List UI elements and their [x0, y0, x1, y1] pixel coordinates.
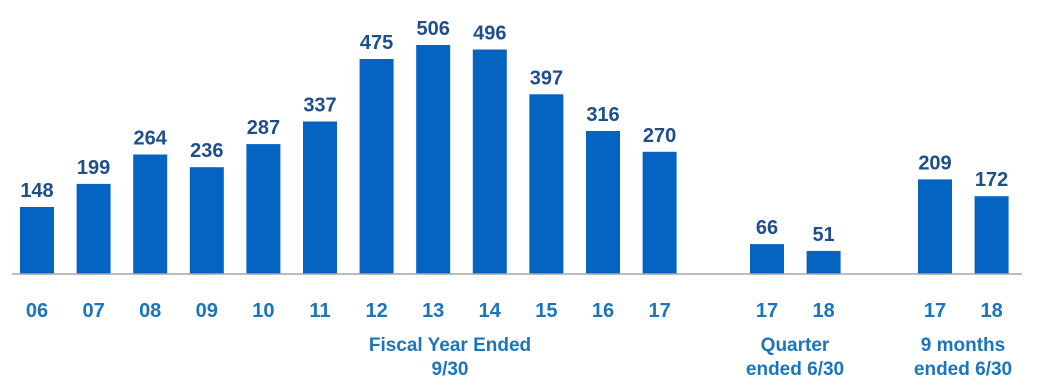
x-tick-label: 15 [535, 300, 557, 322]
bar [806, 250, 841, 274]
x-tick-label: 08 [139, 300, 161, 322]
x-tick-label: 11 [309, 300, 330, 322]
bar [918, 179, 952, 274]
x-tick-label: 17 [924, 300, 946, 322]
bar [472, 49, 507, 274]
group-label-line: 9/30 [431, 359, 469, 380]
bar [303, 121, 337, 274]
tick-labels-layer: 06 07 08 09 10 11 12 13 14 15 16 17 17 18 17 18 [26, 300, 1003, 322]
data-label: 51 [812, 224, 834, 246]
x-tick-label: 16 [592, 300, 614, 322]
x-tick-label: 12 [365, 300, 387, 322]
value-labels-layer: 148 199 264 236 287 337 475 506 496 397 316 270 66 51… [20, 18, 1008, 246]
data-label: 199 [77, 157, 110, 179]
bar [974, 196, 1009, 274]
x-tick-label: 18 [980, 300, 1002, 322]
bar [642, 151, 677, 274]
x-tick-label: 17 [756, 300, 778, 322]
bar [246, 144, 281, 274]
group-label-line: ended 6/30 [913, 359, 1013, 380]
data-label: 264 [134, 128, 168, 150]
data-label: 172 [975, 169, 1008, 191]
data-label: 397 [530, 67, 563, 89]
data-label: 337 [303, 95, 336, 117]
bar [416, 45, 451, 274]
x-tick-label: 06 [26, 300, 48, 322]
x-tick-label: 14 [479, 300, 502, 322]
bar [529, 94, 564, 274]
data-label: 66 [756, 217, 778, 239]
data-label: 236 [190, 140, 223, 162]
bars-layer [20, 45, 1009, 274]
group-label-fiscal-year: Fiscal Year Ended 9/30 [300, 334, 600, 382]
group-label-line: 9 months [920, 335, 1006, 356]
x-tick-label: 13 [422, 300, 444, 322]
data-label: 316 [586, 104, 619, 126]
bar [586, 131, 620, 274]
group-label-nine-months: 9 months ended 6/30 [883, 334, 1043, 382]
group-label-line: Quarter [760, 335, 830, 356]
data-label: 287 [247, 117, 280, 139]
group-label-line: Fiscal Year Ended [368, 335, 532, 356]
x-tick-label: 18 [812, 300, 834, 322]
bar [189, 167, 224, 274]
x-tick-label: 17 [648, 300, 670, 322]
x-tick-label: 07 [82, 300, 104, 322]
bar [20, 207, 54, 274]
data-label: 496 [473, 23, 506, 45]
bar [133, 154, 168, 274]
bar [76, 183, 111, 274]
data-label: 270 [643, 125, 676, 147]
x-tick-label: 10 [252, 300, 274, 322]
x-tick-label: 09 [196, 300, 218, 322]
data-label: 475 [360, 32, 393, 54]
bar [750, 244, 784, 274]
data-label: 148 [20, 180, 53, 202]
data-label: 209 [918, 152, 951, 174]
group-label-quarter: Quarter ended 6/30 [715, 334, 875, 382]
data-label: 506 [417, 18, 450, 40]
bar [359, 59, 394, 274]
group-label-line: ended 6/30 [745, 359, 845, 380]
